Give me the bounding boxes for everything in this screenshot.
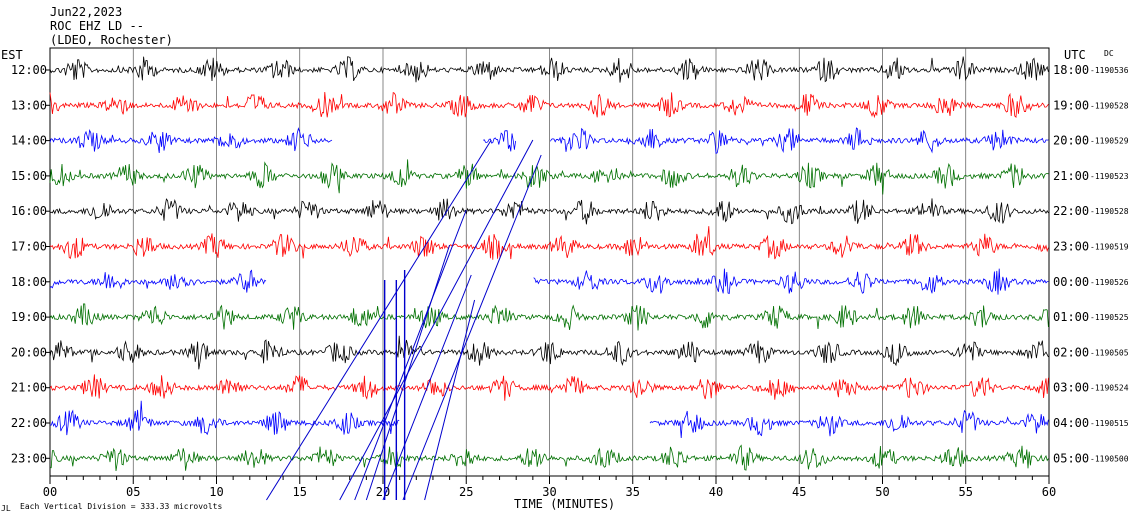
x-tick-label: 20: [376, 485, 390, 499]
seismic-trace: [49, 335, 1049, 370]
seismic-trace: [49, 303, 1049, 331]
x-tick-label: 35: [626, 485, 640, 499]
event-marker-line: [365, 244, 451, 501]
event-marker-line: [402, 154, 542, 501]
utc-hour-label: 01:00: [1053, 310, 1089, 324]
seismic-trace: [50, 444, 1049, 472]
header-network: (LDEO, Rochester): [50, 33, 173, 47]
x-axis-title: TIME (MINUTES): [514, 497, 615, 511]
est-hour-labels: 12:00 13:00 14:00 15:00 16:00 17:00 18:00 19:00…: [11, 63, 50, 465]
event-marker-line: [354, 209, 467, 501]
seismic-trace: [49, 226, 1049, 260]
x-tick-label: 05: [126, 485, 140, 499]
utc-hour-label: 20:00: [1053, 134, 1089, 148]
event-marker-line: [339, 139, 534, 501]
utc-hour-label: 23:00: [1053, 240, 1089, 254]
seismic-trace: [49, 56, 1049, 83]
left-timezone-label: EST: [1, 48, 23, 62]
seismic-trace: [49, 127, 1049, 155]
x-tick-label: 00: [43, 485, 57, 499]
dc-offset-value: -1190526: [1090, 278, 1129, 287]
utc-hour-labels: 18:00 19:00 20:00 21:00 22:00 23:00 00:00 01:00…: [1053, 63, 1089, 465]
x-tick-label: 40: [709, 485, 723, 499]
utc-hour-label: 04:00: [1053, 416, 1089, 430]
x-tick-label: 10: [209, 485, 223, 499]
utc-hour-label: 00:00: [1053, 275, 1089, 289]
x-axis: 00 05 10 15 20 25 30 35 40 45 50 55 60: [43, 476, 1056, 499]
est-hour-label: 16:00: [11, 204, 47, 218]
x-tick-label: 55: [959, 485, 973, 499]
dc-offset-value: -1190519: [1090, 243, 1129, 252]
header-date: Jun22,2023: [50, 5, 122, 19]
x-tick-label: 25: [459, 485, 473, 499]
dc-offset-value: -1190528: [1090, 207, 1129, 216]
utc-hour-label: 19:00: [1053, 98, 1089, 112]
corner-mark: JL: [1, 504, 11, 513]
est-hour-label: 15:00: [11, 169, 47, 183]
scale-note: Each Vertical Division = 333.33 microvol…: [20, 502, 222, 511]
dc-offset-value: -1190523: [1090, 172, 1129, 181]
event-marker-line: [424, 299, 476, 501]
x-tick-label: 15: [293, 485, 307, 499]
dc-offset-label: DC: [1104, 49, 1114, 58]
est-hour-label: 21:00: [11, 381, 47, 395]
seismic-traces: [49, 56, 1049, 472]
est-hour-label: 12:00: [11, 63, 47, 77]
utc-hour-label: 18:00: [1053, 63, 1089, 77]
utc-hour-label: 02:00: [1053, 345, 1089, 359]
dc-offset-value: -1190529: [1090, 137, 1129, 146]
x-tick-label: 30: [542, 485, 556, 499]
utc-hour-label: 03:00: [1053, 381, 1089, 395]
dc-offset-value: -1190528: [1090, 101, 1129, 110]
est-hour-label: 19:00: [11, 310, 47, 324]
est-hour-label: 17:00: [11, 240, 47, 254]
dc-offset-value: -1190515: [1090, 419, 1129, 428]
event-marker-lines: [266, 139, 542, 501]
right-timezone-label: UTC: [1064, 48, 1086, 62]
header-station: ROC EHZ LD --: [50, 19, 144, 33]
est-hour-label: 18:00: [11, 275, 47, 289]
x-tick-label: 50: [875, 485, 889, 499]
event-marker-line: [382, 274, 472, 501]
dc-offset-value: -1190500: [1090, 454, 1129, 463]
dc-offset-value: -1190505: [1090, 348, 1129, 357]
seismic-trace: [49, 374, 1049, 401]
est-hour-label: 20:00: [11, 345, 47, 359]
utc-hour-label: 21:00: [1053, 169, 1089, 183]
utc-hour-label: 05:00: [1053, 451, 1089, 465]
dc-offset-value: -1190525: [1090, 313, 1129, 322]
est-hour-label: 23:00: [11, 451, 47, 465]
dc-offset-values: -1190536 -1190528 -1190529 -1190523 -1190528…: [1090, 66, 1129, 463]
event-marker-line: [266, 139, 492, 501]
seismic-trace: [49, 91, 1049, 119]
seismic-trace: [49, 400, 1049, 439]
est-hour-label: 13:00: [11, 98, 47, 112]
seismic-trace: [49, 159, 1049, 195]
est-hour-label: 14:00: [11, 134, 47, 148]
utc-hour-label: 22:00: [1053, 204, 1089, 218]
dc-offset-value: -1190524: [1090, 384, 1129, 393]
x-tick-label: 45: [792, 485, 806, 499]
est-hour-label: 22:00: [11, 416, 47, 430]
dc-offset-value: -1190536: [1090, 66, 1129, 75]
seismic-trace: [49, 268, 1049, 295]
vertical-gridlines: [49, 47, 1050, 477]
x-tick-label: 60: [1042, 485, 1056, 499]
seismic-trace: [49, 198, 1049, 225]
